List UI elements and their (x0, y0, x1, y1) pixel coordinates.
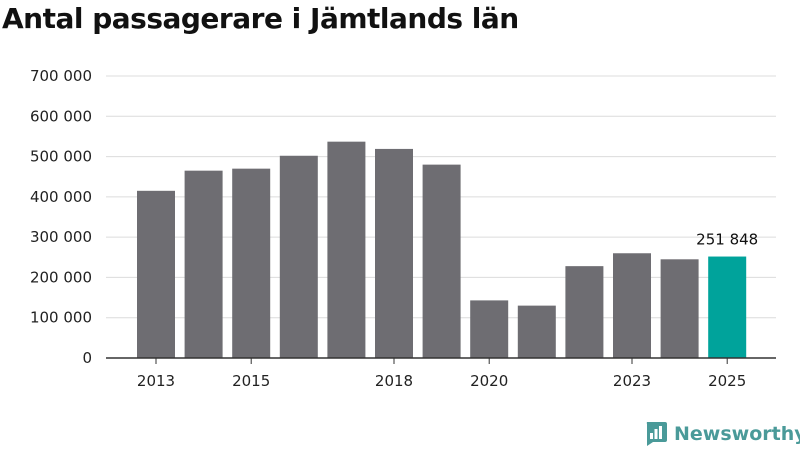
x-tick-label: 2015 (232, 372, 270, 390)
x-tick-label: 2018 (375, 372, 413, 390)
y-tick-label: 300 000 (30, 228, 92, 246)
bar-2019 (422, 164, 461, 358)
bar-2024 (660, 259, 699, 358)
bar-chart: 0 100 000 200 000 300 000 400 000 500 000 600 … (30, 67, 776, 390)
bar-2022 (565, 266, 604, 358)
y-tick-label: 0 (82, 349, 92, 367)
y-tick-label: 100 000 (30, 309, 92, 327)
brand-name: Newsworthy (674, 423, 800, 445)
x-tick-label: 2020 (470, 372, 508, 390)
data-label: 251 848 (696, 231, 758, 249)
bar-2013 (137, 190, 175, 358)
bar-2017 (327, 141, 366, 358)
y-tick-label: 700 000 (30, 67, 92, 85)
chart-title: Antal passagerare i Jämtlands län (2, 2, 519, 35)
newsworthy-logo-icon (646, 422, 667, 446)
bar-2021 (517, 305, 556, 358)
bar-2016 (279, 155, 318, 358)
y-tick-label: 200 000 (30, 268, 92, 286)
y-axis: 0 100 000 200 000 300 000 400 000 500 000 600 … (30, 67, 92, 367)
bars (137, 141, 747, 358)
y-tick-label: 400 000 (30, 188, 92, 206)
brand-logo: Newsworthy (644, 420, 800, 448)
x-tick-label: 2023 (613, 372, 651, 390)
x-tick-label: 2025 (708, 372, 746, 390)
y-tick-label: 600 000 (30, 107, 92, 125)
bar-2025 (708, 256, 747, 358)
data-labels: 251 848 (696, 231, 758, 249)
y-tick-label: 500 000 (30, 148, 92, 166)
x-axis: 2013 2015 2018 2020 2023 2025 (106, 357, 776, 390)
bar-2020 (470, 300, 509, 358)
bar-2023 (613, 253, 651, 358)
bar-2014 (184, 170, 223, 358)
bar-2015 (232, 168, 271, 358)
bar-2018 (375, 148, 413, 358)
x-tick-label: 2013 (137, 372, 175, 390)
